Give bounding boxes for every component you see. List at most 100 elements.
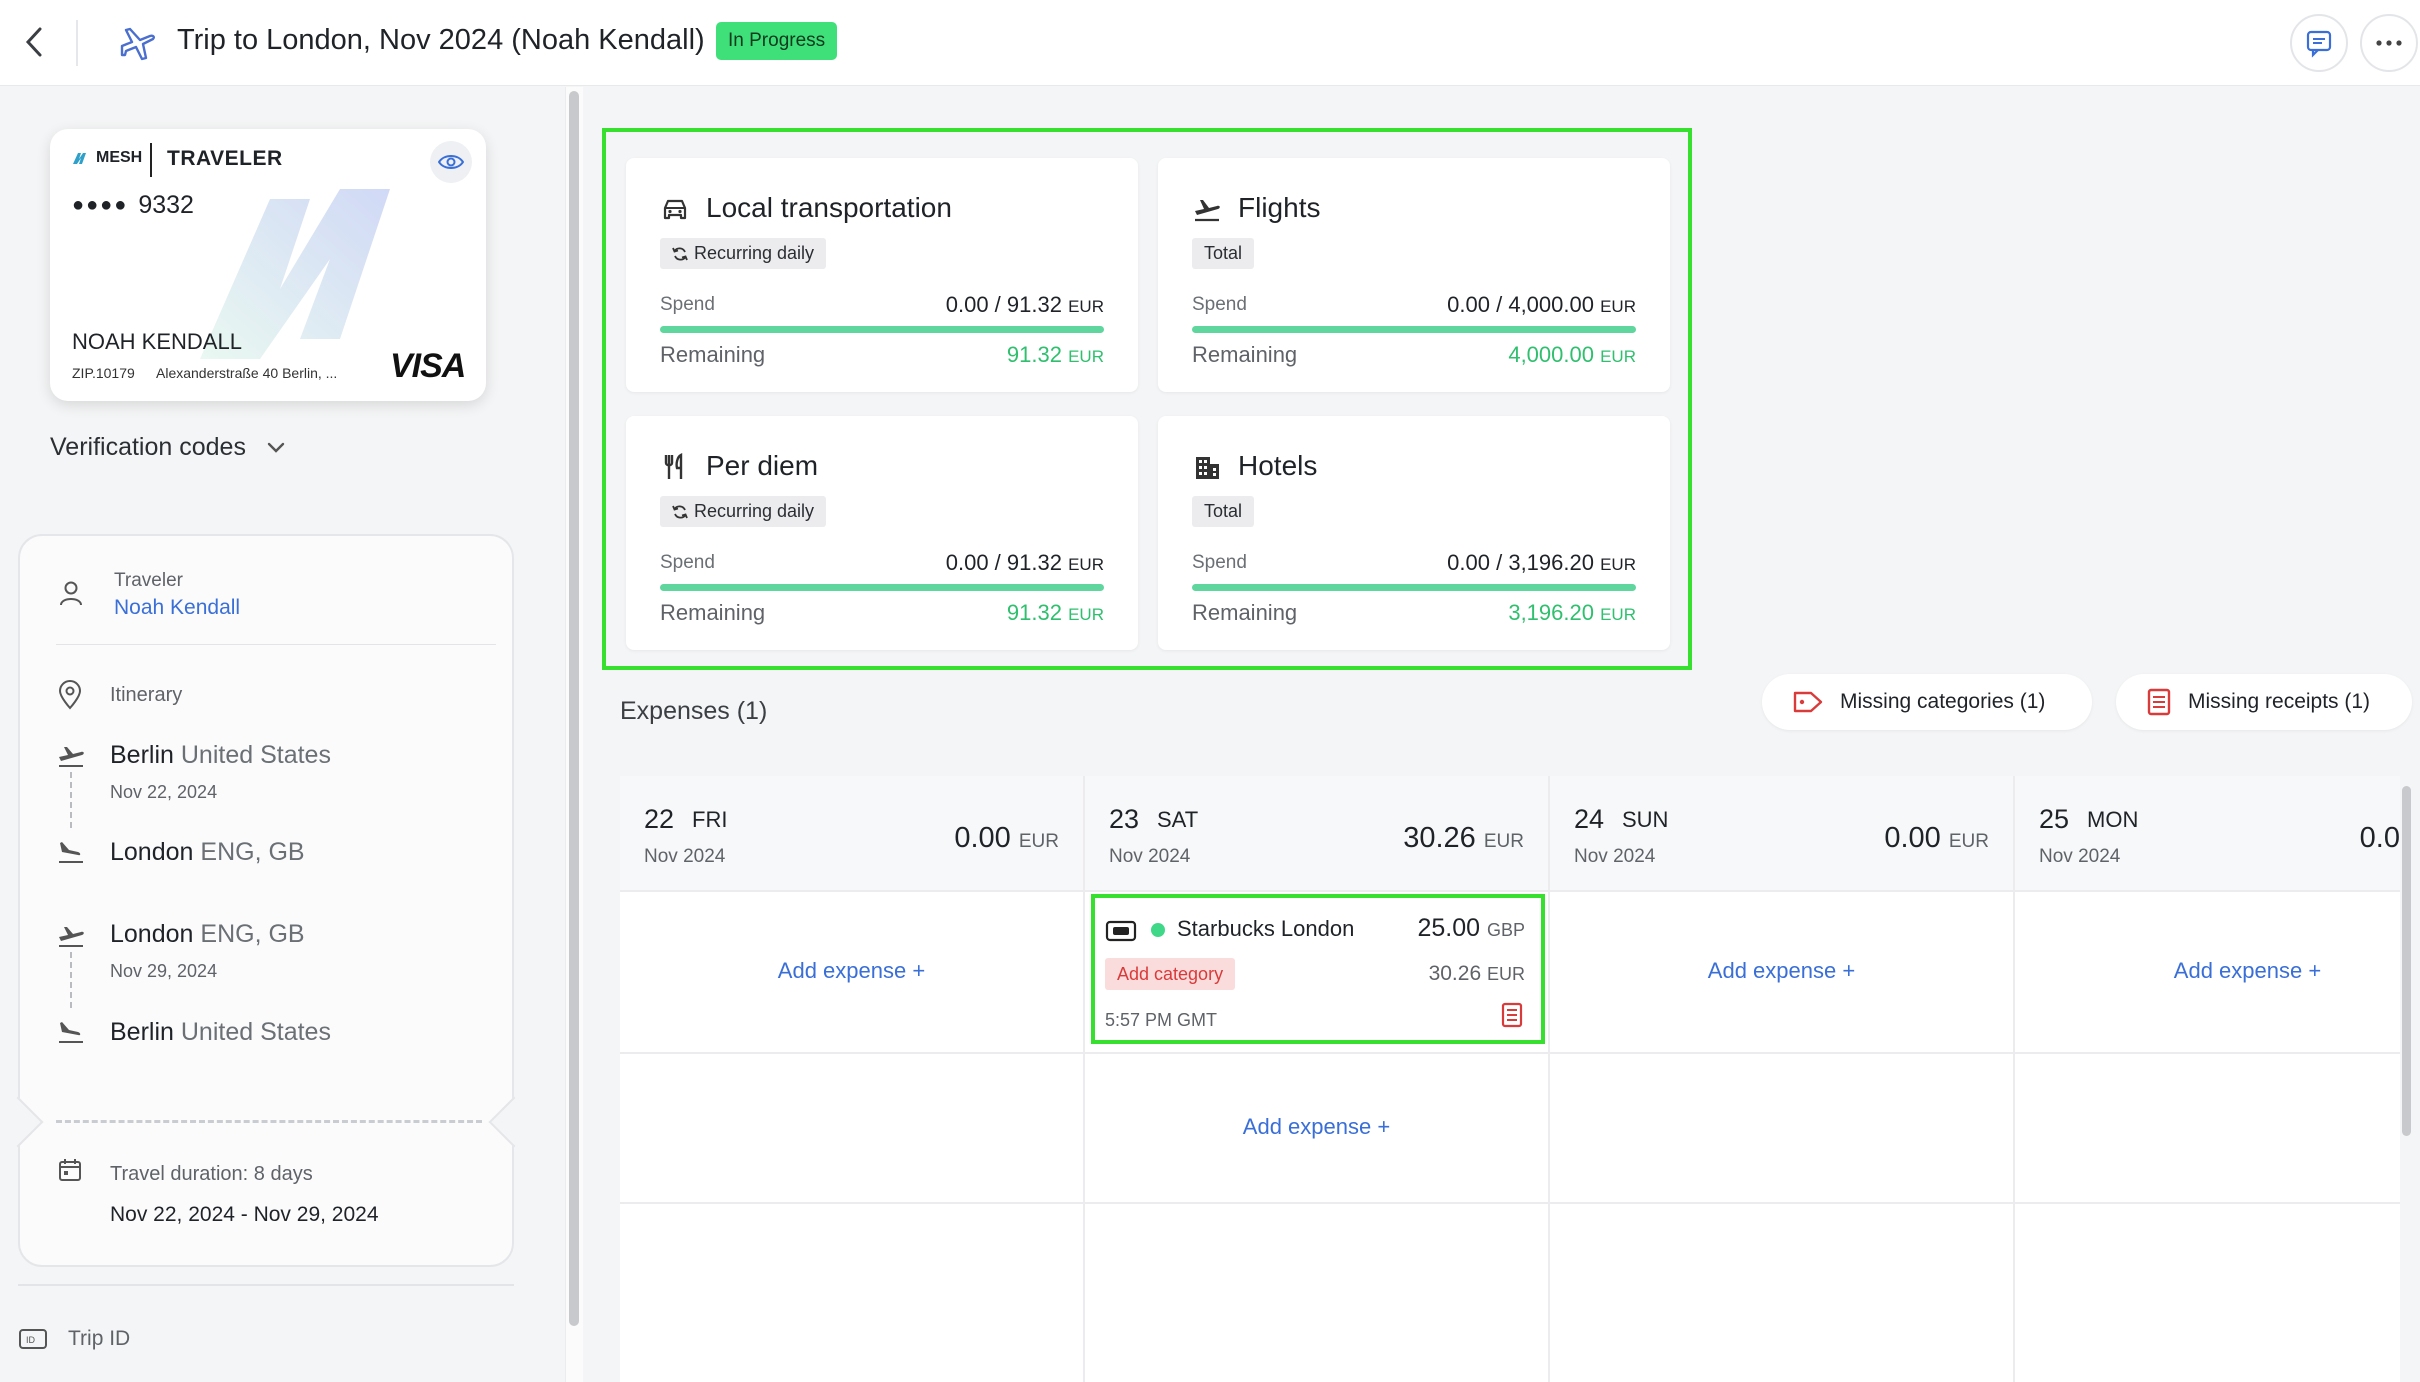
row-divider: [2015, 1202, 2400, 1204]
calendar-icon: [59, 1159, 81, 1181]
day-name: FRI: [692, 807, 728, 832]
id-card-icon: ID: [19, 1329, 47, 1349]
budget-tag-label: Recurring daily: [694, 243, 815, 263]
calendar-scrollbar[interactable]: [2400, 780, 2414, 1380]
day-header: 25 MON Nov 2024 0.0: [2015, 776, 2400, 892]
currency: EUR: [1948, 831, 1989, 852]
add-expense-button[interactable]: Add expense +: [2173, 958, 2322, 983]
building-icon: [1196, 457, 1219, 479]
leg-region: United States: [180, 1018, 331, 1046]
day-header: 24 SUN Nov 2024 0.00 EUR: [1550, 776, 2013, 892]
day-name: MON: [2087, 807, 2139, 832]
leg-date: Nov 22, 2024: [110, 782, 218, 802]
missing-receipt-icon[interactable]: [1501, 1002, 1523, 1028]
card-brand: MESH: [96, 149, 143, 166]
traveler-name-link[interactable]: Noah Kendall: [114, 596, 241, 619]
budget-name: Hotels: [1238, 450, 1318, 481]
budget-tag: Total: [1192, 238, 1255, 269]
travel-duration-label: Travel duration: 8 days: [110, 1163, 313, 1185]
verification-codes-toggle[interactable]: Verification codes: [50, 433, 286, 462]
day-month: Nov 2024: [2039, 846, 2121, 867]
itinerary-leg-3: London ENG, GB: [110, 920, 305, 949]
day-name: SAT: [1157, 807, 1199, 832]
missing-receipts-filter[interactable]: Missing receipts (1): [2116, 674, 2412, 730]
day-column-fri: 22 FRI Nov 2024 0.00 EUR Add expense +: [620, 776, 1085, 1382]
currency: EUR: [1600, 605, 1636, 624]
expenses-title: Expenses (1): [620, 697, 768, 725]
missing-categories-filter[interactable]: Missing categories (1): [1762, 674, 2092, 730]
remaining-label: Remaining: [1192, 600, 1298, 625]
top-bar: Trip to London, Nov 2024 (Noah Kendall) …: [0, 0, 2420, 86]
trip-info-panel: Traveler Noah Kendall Itinerary Berlin U…: [0, 534, 540, 1267]
back-button[interactable]: [14, 22, 54, 62]
budget-card-hotels[interactable]: Hotels Total Spend 0.00 / 3,196.20 EUR R…: [1158, 416, 1670, 650]
card-address: Alexanderstraße 40 Berlin, ...: [156, 365, 338, 381]
day-number: 25: [2039, 804, 2070, 834]
budget-card-per-diem[interactable]: Per diem Recurring daily Spend 0.00 / 91…: [626, 416, 1138, 650]
remaining-label: Remaining: [660, 600, 766, 625]
card-zip: ZIP.10179: [72, 365, 135, 381]
add-expense-button[interactable]: Add expense +: [777, 958, 926, 983]
credit-card-icon: [1105, 920, 1137, 942]
leg-city: Berlin: [110, 1018, 174, 1046]
reveal-card-button[interactable]: [430, 141, 472, 183]
budget-card-flights[interactable]: Flights Total Spend 0.00 / 4,000.00 EUR …: [1158, 158, 1670, 392]
budget-progress-bar: [660, 326, 1104, 333]
leg-region: United States: [180, 741, 331, 769]
expense-time: 5:57 PM GMT: [1105, 1010, 1218, 1030]
spend-value: 0.00 / 91.32 EUR: [946, 292, 1104, 318]
card-number-mask: ●●●●: [72, 194, 129, 216]
card-brand-logo: MESH: [72, 149, 142, 167]
itinerary-leg-1: Berlin United States: [110, 741, 331, 770]
itinerary-leg-4: Berlin United States: [110, 1018, 331, 1047]
leg-city: Berlin: [110, 741, 174, 769]
day-total-amount: 0.00: [954, 822, 1011, 854]
more-options-button[interactable]: [2360, 14, 2418, 72]
trip-id-row[interactable]: ID Trip ID: [18, 1327, 130, 1351]
route-line: [70, 772, 72, 828]
row-divider: [1085, 1202, 1548, 1204]
day-name: SUN: [1622, 807, 1669, 832]
currency: EUR: [1068, 555, 1104, 574]
row-divider: [1550, 1052, 2013, 1054]
traveler-card: MESH TRAVELER ●●●● 9332 NOAH KENDALL ZIP…: [50, 129, 486, 401]
expense-item-starbucks[interactable]: Starbucks London 25.00 GBP Add category …: [1091, 894, 1545, 1044]
chevron-down-icon: [267, 442, 285, 453]
budget-progress-bar: [1192, 326, 1636, 333]
spend-label: Spend: [1192, 552, 1247, 573]
sidebar-scrollbar[interactable]: [565, 87, 583, 1382]
budget-progress-bar: [660, 584, 1104, 591]
add-category-button[interactable]: Add category: [1105, 958, 1236, 990]
card-type: TRAVELER: [167, 147, 283, 170]
scrollbar-thumb[interactable]: [569, 91, 579, 1326]
expenses-calendar: 22 FRI Nov 2024 0.00 EUR Add expense + 2…: [620, 776, 2400, 1382]
status-dot: [1151, 923, 1165, 937]
sidebar: MESH TRAVELER ●●●● 9332 NOAH KENDALL ZIP…: [0, 87, 565, 1382]
budget-tag: Total: [1192, 496, 1255, 527]
spend-label: Spend: [660, 294, 715, 315]
itinerary-leg-2: London ENG, GB: [110, 838, 305, 867]
scrollbar-thumb[interactable]: [2402, 786, 2411, 1136]
route-line: [70, 952, 72, 1008]
add-expense-button[interactable]: Add expense +: [1242, 1114, 1391, 1139]
currency: EUR: [1600, 555, 1636, 574]
merchant-name: Starbucks London: [1177, 916, 1355, 941]
add-expense-button[interactable]: Add expense +: [1707, 958, 1856, 983]
budget-progress-fill: [1192, 326, 1636, 333]
day-total-amount: 0.00: [1884, 822, 1941, 854]
leg-date: Nov 29, 2024: [110, 961, 218, 981]
comments-button[interactable]: [2290, 14, 2348, 72]
budget-name: Local transportation: [706, 192, 952, 223]
header-divider: [76, 20, 78, 66]
remaining-value: 3,196.20 EUR: [1508, 600, 1636, 626]
person-icon: [60, 581, 82, 606]
remaining-amount: 91.32: [1006, 600, 1062, 625]
recurring-icon: [672, 246, 688, 261]
leg-city: London: [110, 838, 194, 866]
spend-label: Spend: [1192, 294, 1247, 315]
mesh-logo-icon: [73, 153, 86, 164]
day-month: Nov 2024: [1109, 846, 1191, 867]
budget-card-local-transportation[interactable]: Local transportation Recurring daily Spe…: [626, 158, 1138, 392]
day-total-amount: 30.26: [1403, 822, 1476, 854]
car-icon: [663, 199, 687, 220]
